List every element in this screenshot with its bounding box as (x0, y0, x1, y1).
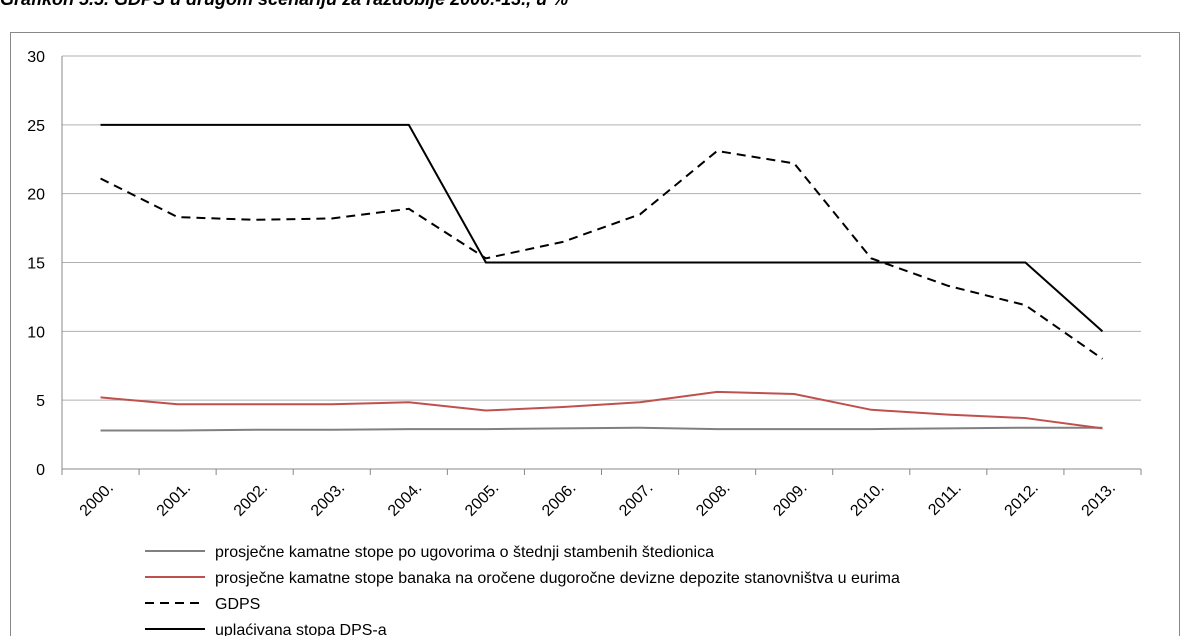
y-tick-label: 25 (27, 118, 45, 135)
series-line (100, 390, 1103, 430)
y-tick-label: 10 (27, 324, 45, 341)
y-tick-label: 5 (36, 393, 45, 410)
y-tick-label: 15 (27, 256, 45, 273)
legend-label: GDPS (215, 596, 260, 613)
series-line (100, 426, 1103, 432)
chart-title: Grafikon 5.5. GDPS u drugom scenariju za… (0, 0, 568, 9)
series-line (100, 123, 1104, 333)
y-tick-label: 0 (36, 462, 45, 479)
legend-label: uplaćivana stopa DPS-a (215, 622, 387, 636)
legend-label: prosječne kamatne stope po ugovorima o š… (215, 544, 714, 561)
y-tick-label: 20 (27, 187, 45, 204)
y-tick-label: 30 (27, 49, 45, 66)
series-line (100, 149, 1104, 360)
chart-frame (10, 32, 1180, 636)
legend-label: prosječne kamatne stope banaka na oročen… (215, 570, 900, 587)
